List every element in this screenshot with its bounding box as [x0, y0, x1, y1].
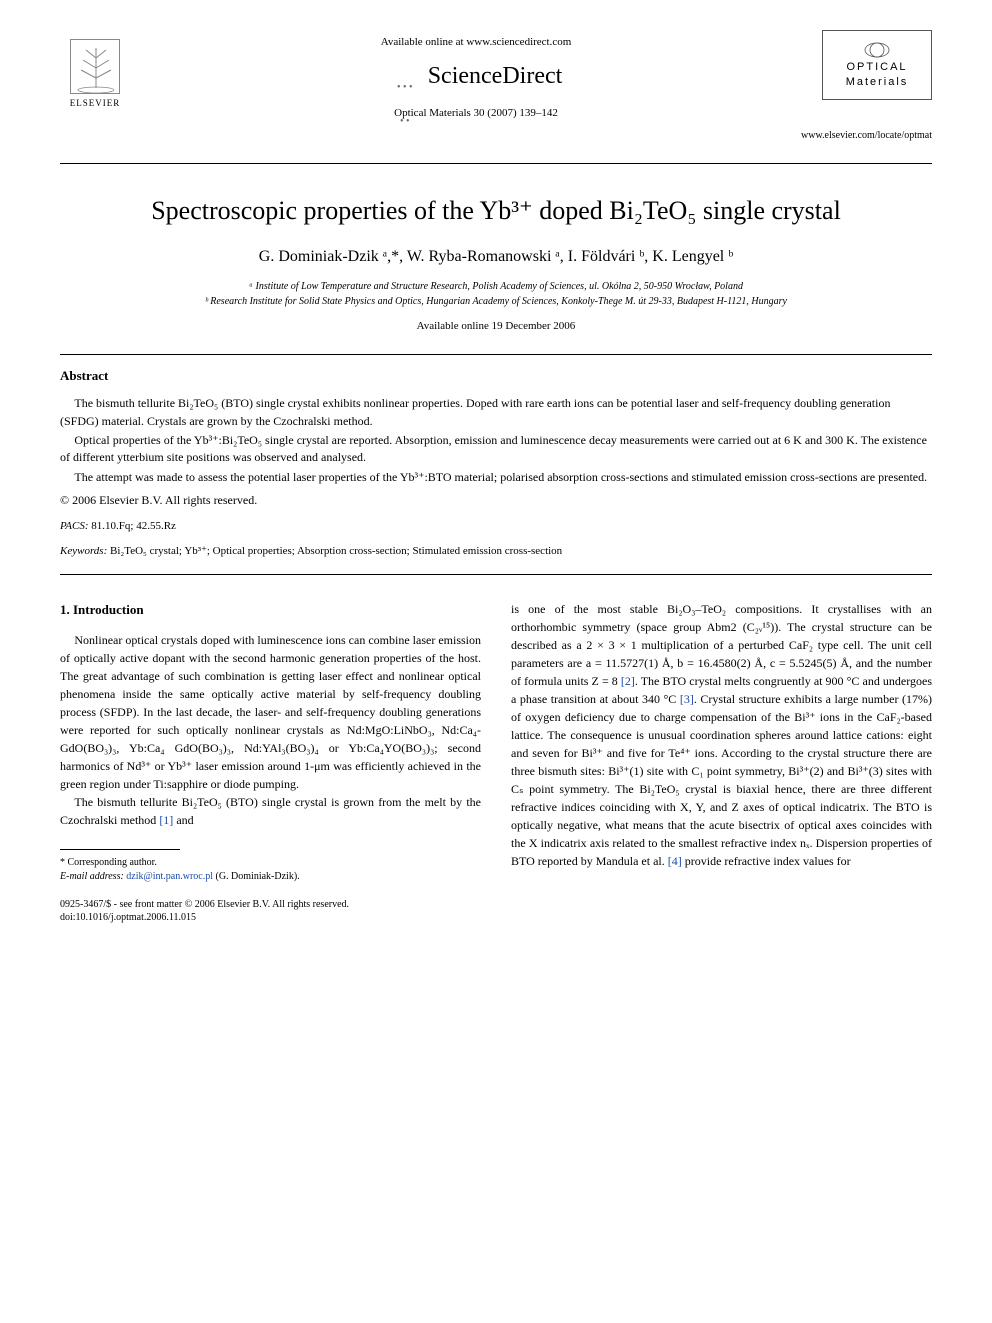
column-right: is one of the most stable Bi₂O₃–TeO₂ com… [511, 600, 932, 925]
abstract-p3: The attempt was made to assess the poten… [60, 469, 932, 486]
ref-link-3[interactable]: [3] [680, 692, 694, 706]
journal-logo-block: OPTICAL Materials [822, 30, 932, 100]
intro-p2-a: The bismuth tellurite Bi₂TeO₅ (BTO) sing… [60, 795, 481, 827]
publication-date: Available online 19 December 2006 [60, 319, 932, 334]
journal-logo-line2: Materials [846, 75, 909, 90]
abstract-heading: Abstract [60, 367, 932, 385]
ref-link-2[interactable]: [2] [621, 674, 635, 688]
intro-heading: 1. Introduction [60, 600, 481, 620]
rule-abstract-top [60, 354, 932, 355]
elsevier-label: ELSEVIER [70, 97, 121, 110]
sciencedirect-dots-icon [390, 67, 420, 87]
two-column-body: 1. Introduction Nonlinear optical crysta… [60, 600, 932, 925]
email-line: E-mail address: dzik@int.pan.wroc.pl (G.… [60, 870, 481, 884]
footnote-block: * Corresponding author. E-mail address: … [60, 856, 481, 884]
optical-globe-icon [862, 40, 892, 60]
intro-col2-c: . Crystal structure exhibits a large num… [511, 692, 932, 868]
keywords-line: Keywords: Bi₂TeO₅ crystal; Yb³⁺; Optical… [60, 544, 932, 559]
journal-url[interactable]: www.elsevier.com/locate/optmat [60, 129, 932, 143]
intro-p2: The bismuth tellurite Bi₂TeO₅ (BTO) sing… [60, 793, 481, 829]
email-address[interactable]: dzik@int.pan.wroc.pl [126, 871, 213, 882]
center-header: Available online at www.sciencedirect.co… [130, 30, 822, 121]
journal-logo: OPTICAL Materials [822, 30, 932, 100]
elsevier-tree-icon [70, 39, 120, 94]
corresponding-author: * Corresponding author. [60, 856, 481, 870]
intro-col2-d: provide refractive index values for [682, 854, 851, 868]
authors-line: G. Dominiak-Dzik ᵃ,*, W. Ryba-Romanowski… [60, 246, 932, 268]
journal-reference: Optical Materials 30 (2007) 139–142 [130, 106, 822, 121]
doi-line: doi:10.1016/j.optmat.2006.11.015 [60, 911, 481, 924]
article-title: Spectroscopic properties of the Yb³⁺ dop… [60, 194, 932, 228]
sciencedirect-brand: ScienceDirect [130, 60, 822, 94]
email-attribution: (G. Dominiak-Dzik). [213, 871, 300, 882]
copyright-line: © 2006 Elsevier B.V. All rights reserved… [60, 492, 932, 509]
abstract-p2: Optical properties of the Yb³⁺:Bi₂TeO₅ s… [60, 432, 932, 467]
column-left: 1. Introduction Nonlinear optical crysta… [60, 600, 481, 925]
elsevier-logo: ELSEVIER [60, 30, 130, 110]
issn-line: 0925-3467/$ - see front matter © 2006 El… [60, 898, 481, 911]
affiliation-a: ᵃ Institute of Low Temperature and Struc… [60, 279, 932, 294]
abstract-p1: The bismuth tellurite Bi₂TeO₅ (BTO) sing… [60, 395, 932, 430]
intro-p2-b: and [173, 813, 193, 827]
affiliations: ᵃ Institute of Low Temperature and Struc… [60, 279, 932, 309]
header-row: ELSEVIER Available online at www.science… [60, 30, 932, 121]
email-label: E-mail address: [60, 871, 124, 882]
available-online-text: Available online at www.sciencedirect.co… [130, 35, 822, 50]
ref-link-4[interactable]: [4] [668, 854, 682, 868]
abstract-body: The bismuth tellurite Bi₂TeO₅ (BTO) sing… [60, 395, 932, 486]
ref-link-1[interactable]: [1] [159, 813, 173, 827]
pacs-label: PACS: [60, 520, 89, 532]
sciencedirect-text: ScienceDirect [428, 60, 563, 94]
rule-top [60, 163, 932, 164]
journal-logo-line1: OPTICAL [846, 60, 907, 75]
pacs-value: 81.10.Fq; 42.55.Rz [91, 520, 176, 532]
doi-block: 0925-3467/$ - see front matter © 2006 El… [60, 898, 481, 924]
keywords-value: Bi₂TeO₅ crystal; Yb³⁺; Optical propertie… [110, 545, 562, 557]
keywords-label: Keywords: [60, 545, 107, 557]
intro-p1: Nonlinear optical crystals doped with lu… [60, 631, 481, 793]
affiliation-b: ᵇ Research Institute for Solid State Phy… [60, 294, 932, 309]
footnote-separator [60, 849, 180, 850]
pacs-line: PACS: 81.10.Fq; 42.55.Rz [60, 519, 932, 534]
rule-abstract-bottom [60, 574, 932, 575]
intro-col2: is one of the most stable Bi₂O₃–TeO₂ com… [511, 600, 932, 870]
